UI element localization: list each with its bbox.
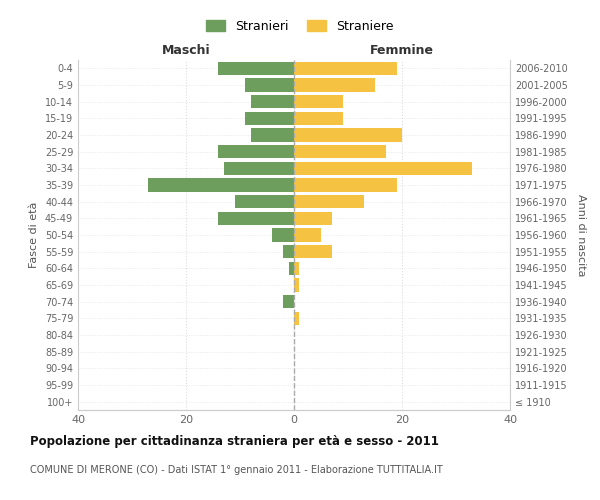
Bar xyxy=(294,245,332,258)
Bar xyxy=(148,178,294,192)
Bar xyxy=(294,78,375,92)
Y-axis label: Fasce di età: Fasce di età xyxy=(29,202,39,268)
Bar xyxy=(294,312,299,325)
Bar xyxy=(218,62,294,75)
Bar xyxy=(294,212,332,225)
Bar xyxy=(294,278,299,291)
Bar xyxy=(224,162,294,175)
Legend: Stranieri, Straniere: Stranieri, Straniere xyxy=(202,15,398,38)
Bar xyxy=(294,162,472,175)
Bar xyxy=(294,178,397,192)
Bar xyxy=(294,195,364,208)
Bar xyxy=(245,78,294,92)
Bar xyxy=(251,95,294,108)
Bar xyxy=(218,145,294,158)
Bar xyxy=(289,262,294,275)
Bar xyxy=(294,62,397,75)
Bar xyxy=(294,112,343,125)
Y-axis label: Anni di nascita: Anni di nascita xyxy=(576,194,586,276)
Bar xyxy=(218,212,294,225)
Text: Maschi: Maschi xyxy=(161,44,211,57)
Bar xyxy=(283,295,294,308)
Text: Femmine: Femmine xyxy=(370,44,434,57)
Bar xyxy=(245,112,294,125)
Bar xyxy=(294,95,343,108)
Text: Popolazione per cittadinanza straniera per età e sesso - 2011: Popolazione per cittadinanza straniera p… xyxy=(30,435,439,448)
Bar xyxy=(294,128,402,141)
Bar xyxy=(294,228,321,241)
Bar xyxy=(294,262,299,275)
Bar xyxy=(251,128,294,141)
Bar xyxy=(235,195,294,208)
Bar xyxy=(283,245,294,258)
Bar xyxy=(294,145,386,158)
Text: COMUNE DI MERONE (CO) - Dati ISTAT 1° gennaio 2011 - Elaborazione TUTTITALIA.IT: COMUNE DI MERONE (CO) - Dati ISTAT 1° ge… xyxy=(30,465,443,475)
Bar xyxy=(272,228,294,241)
